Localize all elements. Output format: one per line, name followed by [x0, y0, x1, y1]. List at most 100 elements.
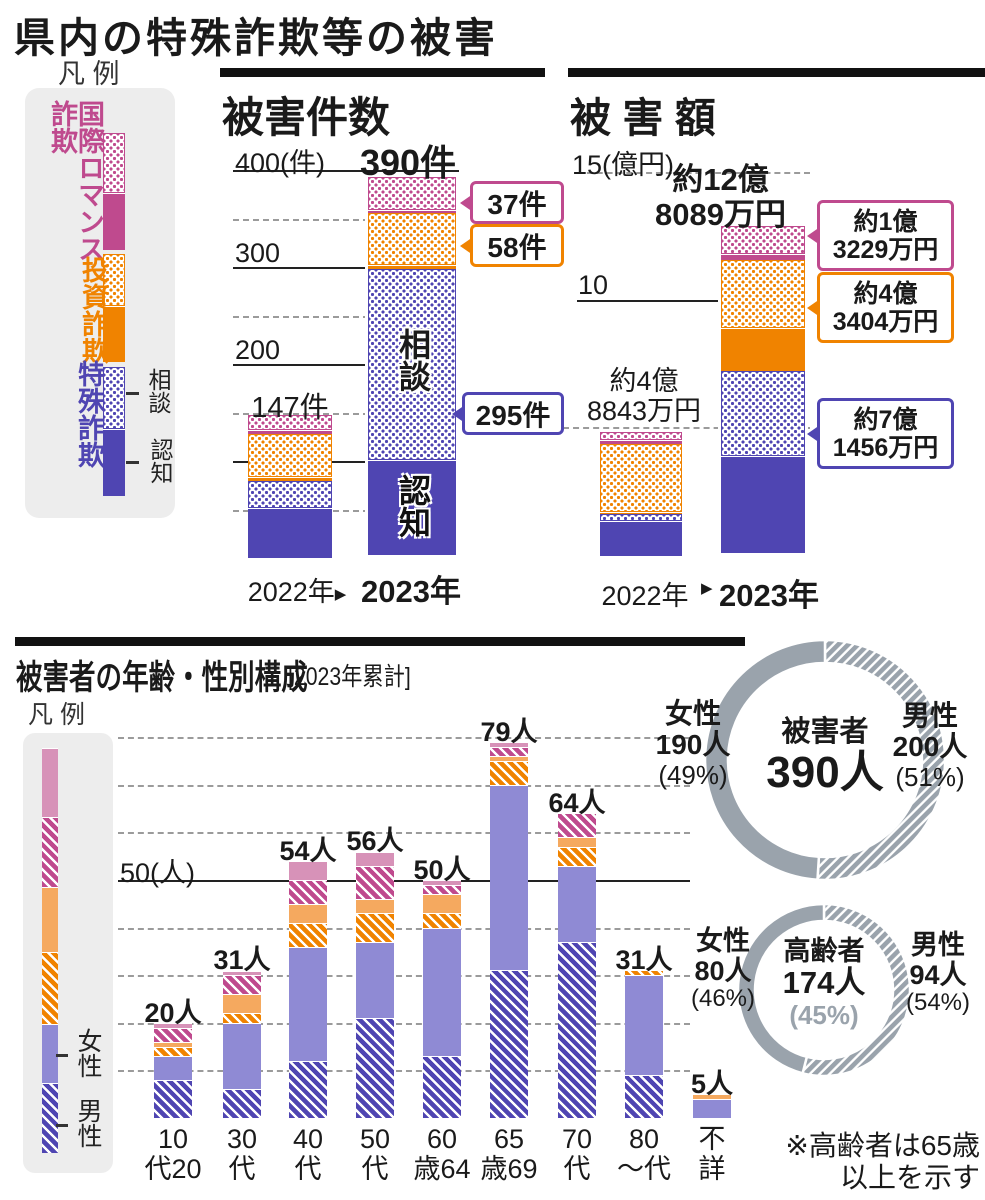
axis-label-line2: 代	[228, 1154, 256, 1184]
bar-total-label: 64人	[548, 788, 606, 818]
donut2-male-label: 男性 94人 (54%)	[888, 930, 985, 1017]
age-gridline-40	[118, 928, 690, 930]
age-bar-10代20	[154, 1022, 192, 1118]
amount-gridline-5	[563, 427, 810, 429]
elderly-donut	[736, 902, 912, 1078]
legend-swatch-romance-sodan	[103, 133, 125, 193]
legend-label-romance: 国際ロマンス詐欺	[47, 100, 104, 262]
axis-label: 40 代	[264, 1124, 352, 1184]
donut2-center-label: 高齢者 174人 (45%)	[764, 936, 884, 1030]
cases-ytick-200: 200	[235, 335, 281, 365]
callout-58: 58件	[460, 224, 564, 267]
callout-37: 37件	[460, 181, 564, 224]
axis-label-line2: 代	[294, 1154, 322, 1184]
donut1-female-pct: (49%)	[658, 759, 728, 790]
amount-ytick-15: 15(億円)	[572, 150, 675, 180]
age-bar-50代	[356, 851, 394, 1118]
axis-label-line2: 歳69	[480, 1154, 538, 1184]
bar-total-label: 20人	[144, 998, 202, 1028]
bar-segment	[721, 370, 805, 456]
age-gridline-30	[118, 975, 690, 977]
bar-segment	[490, 756, 528, 762]
bar-segment	[356, 865, 394, 900]
axis-label-line1: 不	[698, 1124, 726, 1154]
legend-label-sodan: 相談	[145, 368, 171, 414]
elderly-note-line1: ※高齢者は65歳	[785, 1130, 980, 1161]
bar-segment	[368, 265, 456, 269]
donut1-male-label: 男性 200人 (51%)	[882, 700, 978, 792]
amount-2022-year: 2022年	[601, 581, 689, 611]
donut1-male-pct: (51%)	[895, 761, 965, 792]
bar-total-label: 31人	[615, 945, 673, 975]
bar-segment	[223, 975, 261, 995]
axis-label-line1: 60	[426, 1124, 458, 1154]
bar-segment	[154, 1046, 192, 1057]
amount-title: 被 害 額	[570, 95, 716, 141]
bar-segment	[600, 514, 682, 522]
age-bar-40代	[289, 861, 327, 1118]
axis-label-line2: 詳	[698, 1154, 726, 1184]
bar-segment	[490, 761, 528, 785]
bar-segment	[289, 922, 327, 947]
axis-label: 60 歳64	[398, 1124, 486, 1184]
donut2-center-line2: 174人	[782, 965, 866, 1001]
donut1-female-count: 190人	[655, 729, 731, 761]
bar-segment	[356, 1018, 394, 1118]
donut1-male-name: 男性	[901, 700, 958, 731]
bar-segment	[248, 481, 332, 508]
bar-segment	[289, 861, 327, 881]
legend-swatch-tokushu-sodan	[103, 367, 125, 429]
callout-pointer-icon	[460, 193, 473, 212]
donut1-center-label: 被害者 390人	[762, 716, 888, 798]
bar-segment	[154, 1041, 192, 1047]
axis-label-line2: 代	[563, 1154, 591, 1184]
legend-swatch-invest-female	[42, 887, 58, 952]
callout-7oku-line1: 約7億	[853, 405, 918, 434]
donut-slice-女性	[703, 638, 827, 882]
axis-label-line2: 歳64	[413, 1154, 471, 1184]
axis-label-line2: 〜代	[617, 1154, 671, 1184]
age-gridline-80	[118, 737, 690, 739]
callout-1oku: 約1億 3229万円	[807, 200, 954, 271]
cases-inbar-ninchi: 認知	[395, 474, 431, 538]
donut2-male-name: 男性	[911, 930, 965, 960]
axis-label-line2: 代20	[144, 1154, 202, 1184]
callout-pointer-icon	[807, 424, 820, 443]
bar-segment	[154, 1056, 192, 1080]
callout-pointer-icon	[460, 236, 473, 255]
bar-segment	[154, 1022, 192, 1028]
callout-37-label: 37件	[487, 188, 547, 220]
axis-label: 80 〜代	[600, 1124, 688, 1184]
bar-segment	[368, 459, 456, 555]
callout-295-label: 295件	[475, 399, 551, 431]
age-subtitle: [2023年累計]	[288, 663, 411, 691]
cases-gridline-200	[233, 364, 459, 366]
amount-2022-total-line1: 約4億	[609, 366, 679, 396]
donut2-center-line1: 高齢者	[783, 936, 865, 966]
legend-swatch-invest-sodan	[103, 254, 125, 306]
bar-segment	[368, 268, 456, 460]
age-gridline-10	[118, 1070, 690, 1072]
legend-swatch-invest-ninchi	[103, 306, 125, 362]
amount-2022-total-line2: 8843万円	[586, 396, 702, 427]
axis-label: 65 歳69	[465, 1124, 553, 1184]
donut2-male-count: 94人	[909, 960, 967, 991]
damage_amount-bar-2023年	[718, 223, 808, 556]
donut-slice-男性	[816, 638, 947, 882]
year-arrow-icon: ▶	[334, 586, 347, 603]
callout-7oku-line2: 1456万円	[832, 433, 939, 462]
cases-2022-year-text: 2022年	[247, 577, 335, 607]
bar-segment	[248, 415, 332, 430]
damage_amount-bar-2022年	[600, 431, 682, 556]
bar-segment	[721, 254, 805, 261]
bar-total-label: 79人	[480, 717, 538, 747]
age-gridline-20	[118, 1023, 690, 1025]
callout-1oku-line1: 約1億	[853, 207, 918, 236]
age-gridline-70	[118, 785, 690, 787]
bar-segment	[423, 913, 461, 928]
bar-segment	[423, 927, 461, 1057]
bar-segment	[721, 455, 805, 553]
elderly-note: ※高齢者は65歳 以上を示す	[755, 1130, 980, 1194]
axis-label-line1: 80	[628, 1124, 660, 1154]
callout-4oku: 約4億 3404万円	[807, 272, 954, 343]
